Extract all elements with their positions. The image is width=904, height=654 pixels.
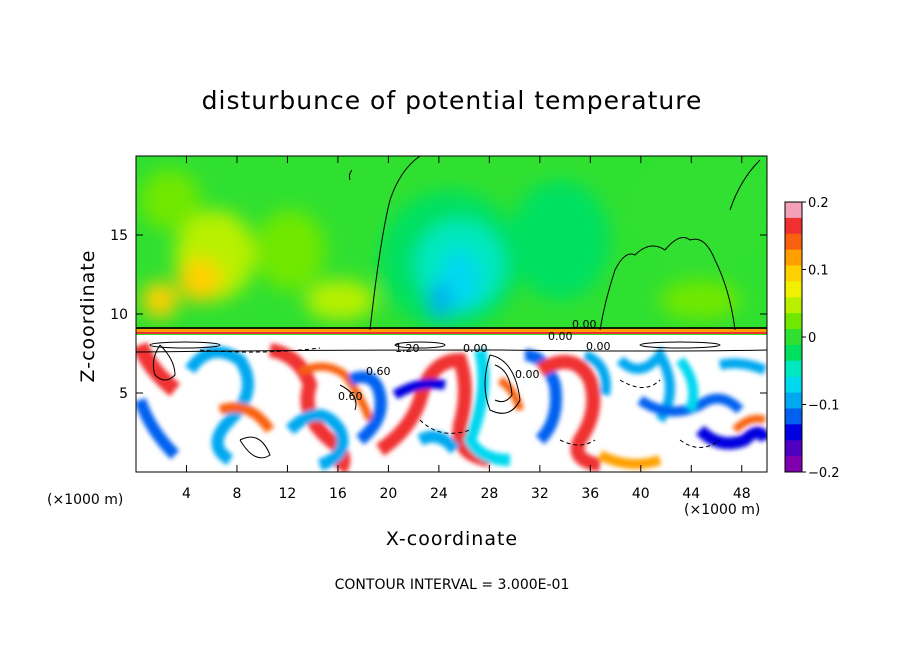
- y-tick-label: 10: [110, 307, 128, 323]
- x-tick-label: 24: [430, 486, 448, 502]
- colorbar-swatch: [785, 233, 802, 251]
- colorbar-swatch: [785, 360, 802, 378]
- colorbar-tick-label: −0.2: [808, 466, 840, 481]
- colorbar-swatch: [785, 344, 802, 362]
- x-axis-unit-left: (×1000 m): [47, 492, 124, 508]
- x-tick-label: 8: [232, 486, 241, 502]
- colorbar-swatch: [785, 392, 802, 409]
- y-axis-ticks: 5 10 15: [110, 228, 767, 402]
- colorbar-swatch: [785, 297, 802, 314]
- contour-lines: [136, 156, 767, 459]
- colorbar-swatch: [785, 313, 802, 330]
- upper-field-anomalies: [140, 160, 760, 330]
- colorbar-swatch: [785, 408, 802, 425]
- colorbar: 0.2 0.1 0 −0.1 −0.2: [784, 196, 840, 481]
- contour-label: 0.00: [586, 340, 611, 353]
- x-tick-label: 20: [379, 486, 397, 502]
- contour-label: 0.60: [338, 390, 363, 403]
- contour-label: 1.20: [395, 342, 420, 355]
- contour-interval-note: CONTOUR INTERVAL = 3.000E-01: [334, 577, 570, 593]
- colorbar-swatch: [785, 265, 802, 282]
- x-tick-label: 48: [733, 486, 751, 502]
- contour-label: 0.00: [548, 330, 573, 343]
- colorbar-swatch: [785, 424, 802, 441]
- colorbar-tick-label: 0: [808, 331, 816, 346]
- x-tick-label: 12: [279, 486, 297, 502]
- colorbar-swatch: [785, 281, 802, 298]
- heatmap-field: 0.000.000.001.200.600.600.000.00: [136, 156, 767, 472]
- x-tick-label: 16: [329, 486, 347, 502]
- colorbar-swatch: [785, 217, 802, 235]
- x-axis-label: X-coordinate: [385, 528, 519, 550]
- colorbar-swatch: [785, 376, 802, 394]
- colorbar-tick-label: 0.2: [808, 196, 829, 211]
- x-tick-label: 36: [581, 486, 599, 502]
- contour-label: 0.00: [463, 342, 488, 355]
- x-tick-label: 28: [480, 486, 498, 502]
- y-tick-label: 15: [110, 228, 128, 244]
- x-tick-label: 40: [632, 486, 650, 502]
- x-axis-ticks: 4 8 12 16 20 24 28 32 36 40 44 48: [182, 156, 751, 502]
- chart-title: disturbunce of potential temperature: [201, 86, 703, 115]
- contour-label: 0.00: [515, 368, 540, 381]
- x-tick-label: 32: [531, 486, 549, 502]
- colorbar-tick-label: 0.1: [808, 264, 829, 279]
- x-axis-unit-right: (×1000 m): [684, 502, 761, 518]
- contour-labels: 0.000.000.001.200.600.600.000.00: [338, 318, 611, 403]
- colorbar-tick-label: −0.1: [808, 399, 840, 414]
- colorbar-swatch: [785, 440, 802, 457]
- x-tick-label: 44: [682, 486, 700, 502]
- contour-label: 0.00: [572, 318, 597, 331]
- y-tick-label: 5: [119, 386, 128, 402]
- x-tick-label: 4: [182, 486, 191, 502]
- colorbar-swatch: [785, 249, 802, 267]
- colorbar-swatch: [785, 329, 802, 346]
- contour-label: 0.60: [366, 365, 391, 378]
- colorbar-swatch: [785, 202, 802, 219]
- colorbar-swatch: [785, 456, 802, 473]
